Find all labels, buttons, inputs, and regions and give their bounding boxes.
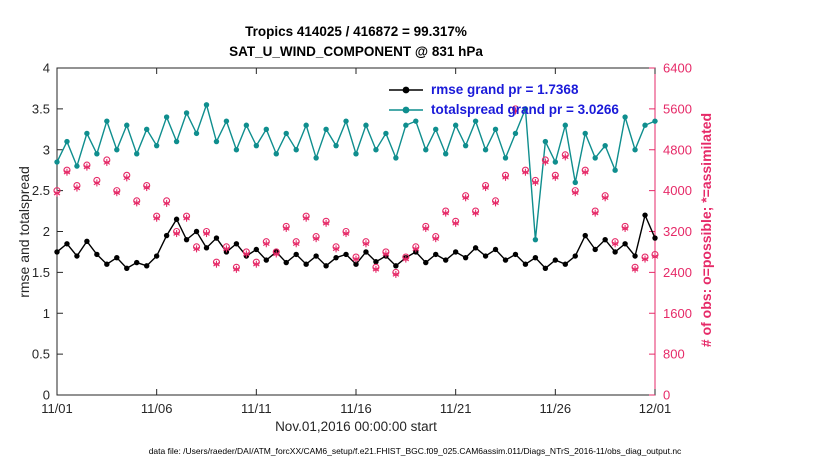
svg-text:11/06: 11/06 [141, 401, 173, 416]
svg-text:6400: 6400 [663, 61, 692, 76]
svg-text:3200: 3200 [663, 224, 692, 239]
svg-text:2.5: 2.5 [32, 183, 50, 198]
svg-text:11/21: 11/21 [440, 401, 472, 416]
legend-marker-rmse-icon [389, 86, 423, 93]
svg-text:11/11: 11/11 [241, 401, 272, 416]
svg-text:4: 4 [43, 61, 50, 76]
svg-text:3: 3 [43, 142, 50, 157]
svg-text:5600: 5600 [663, 101, 692, 116]
svg-text:4800: 4800 [663, 142, 692, 157]
svg-text:1: 1 [43, 306, 50, 321]
svg-text:11/16: 11/16 [340, 401, 372, 416]
legend-label-rmse: rmse grand pr = 1.7368 [431, 82, 579, 97]
datafile-caption: data file: /Users/raeder/DAI/ATM_forcXX/… [148, 446, 682, 456]
svg-text:800: 800 [663, 347, 685, 362]
svg-text:1.5: 1.5 [32, 265, 50, 280]
y-axis-label-right: # of obs: o=possible; *=assimilated [698, 112, 714, 348]
x-axis-label: Nov.01,2016 00:00:00 start [275, 419, 437, 434]
legend-row-totalspread: totalspread grand pr = 3.0266 [388, 100, 619, 119]
chart-title: Tropics 414025 / 416872 = 99.317% [245, 24, 467, 39]
y-axis-label-left: rmse and totalspread [16, 166, 32, 298]
svg-text:4000: 4000 [663, 183, 692, 198]
svg-text:2400: 2400 [663, 265, 692, 280]
svg-text:0.5: 0.5 [32, 347, 50, 362]
chart-title-block: Tropics 414025 / 416872 = 99.317% SAT_U_… [57, 22, 655, 62]
legend-label-totalspread: totalspread grand pr = 3.0266 [431, 102, 619, 117]
svg-text:11/01: 11/01 [41, 401, 73, 416]
legend: rmse grand pr = 1.7368 totalspread grand… [388, 80, 619, 119]
svg-text:2: 2 [43, 224, 50, 239]
chart-subtitle: SAT_U_WIND_COMPONENT @ 831 hPa [229, 44, 483, 59]
svg-text:11/26: 11/26 [540, 401, 572, 416]
legend-marker-totalspread-icon [389, 106, 423, 113]
svg-text:0: 0 [43, 388, 50, 403]
legend-row-rmse: rmse grand pr = 1.7368 [388, 80, 619, 99]
svg-text:3.5: 3.5 [32, 101, 50, 116]
svg-text:12/01: 12/01 [639, 401, 672, 416]
svg-text:1600: 1600 [663, 306, 692, 321]
svg-text:0: 0 [663, 388, 670, 403]
